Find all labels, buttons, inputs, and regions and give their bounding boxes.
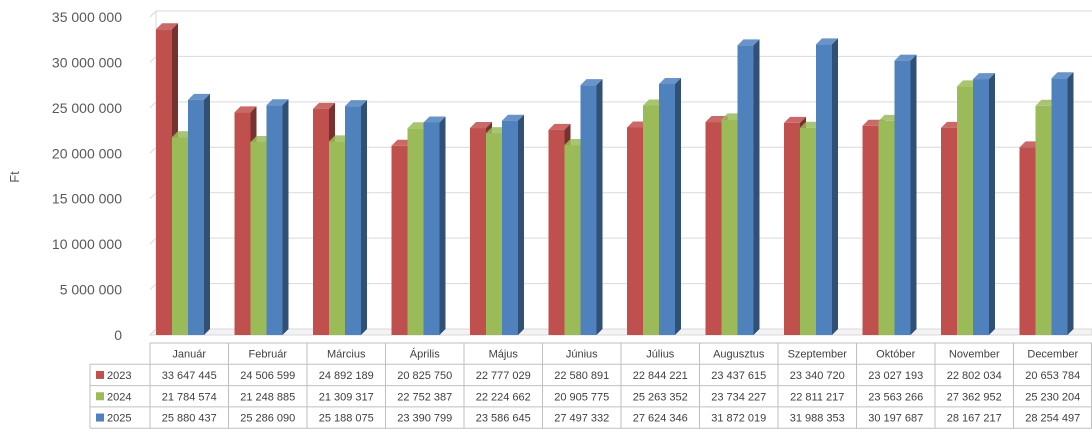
series-label: 2023 xyxy=(107,370,131,382)
data-label: 28 167 217 xyxy=(947,413,1002,425)
data-label: 22 802 034 xyxy=(947,370,1002,382)
data-label: 22 777 029 xyxy=(476,370,531,382)
data-label: 31 872 019 xyxy=(711,413,766,425)
bar-2025-November xyxy=(973,73,995,335)
bar-2025-Október xyxy=(894,54,917,335)
chart-floor xyxy=(148,328,1092,336)
category-label: Május xyxy=(489,349,519,361)
y-tick-label: 30 000 000 xyxy=(52,54,122,70)
y-axis-title: Ft xyxy=(7,171,22,183)
category-label: November xyxy=(949,349,1000,361)
y-tick-label: 10 000 000 xyxy=(52,236,122,252)
category-label: Szeptember xyxy=(788,349,848,361)
data-label: 25 263 352 xyxy=(633,391,688,403)
bar-2025-Július xyxy=(659,78,681,335)
category-label: Augusztus xyxy=(713,349,765,361)
data-label: 23 390 799 xyxy=(397,413,452,425)
category-label: Június xyxy=(566,349,598,361)
data-label: 23 734 227 xyxy=(711,391,766,403)
bar-2025-Február xyxy=(266,99,289,335)
data-label: 27 362 952 xyxy=(947,391,1002,403)
data-label: 33 647 445 xyxy=(162,370,217,382)
bars xyxy=(156,23,1074,336)
data-label: 21 309 317 xyxy=(319,391,374,403)
data-label: 24 892 189 xyxy=(319,370,374,382)
category-label: December xyxy=(1027,349,1078,361)
series-label: 2025 xyxy=(107,413,131,425)
data-label: 27 497 332 xyxy=(554,413,609,425)
data-table: Január Február Március Április Május Június Jú… xyxy=(89,342,1092,429)
data-label: 25 286 090 xyxy=(240,413,295,425)
data-label: 22 224 662 xyxy=(476,391,531,403)
category-label: Február xyxy=(248,349,287,361)
data-label: 23 340 720 xyxy=(790,370,845,382)
y-tick-label: 5 000 000 xyxy=(60,282,122,298)
y-tick-label: 15 000 000 xyxy=(52,191,122,207)
legend-swatch-2024 xyxy=(96,392,104,401)
data-label: 21 248 885 xyxy=(240,391,295,403)
data-label: 21 784 574 xyxy=(162,391,217,403)
data-label: 24 506 599 xyxy=(240,370,295,382)
y-tick-label: 35 000 000 xyxy=(52,9,122,25)
category-label: Március xyxy=(327,349,366,361)
bar-2025-Június xyxy=(580,79,603,335)
gridline xyxy=(149,10,1092,18)
bar-2025-Március xyxy=(345,100,367,335)
bar-2025-Augusztus xyxy=(737,39,760,335)
data-label: 25 188 075 xyxy=(319,413,374,425)
gridline xyxy=(149,101,1092,109)
data-label: 22 844 221 xyxy=(633,370,688,382)
data-label: 22 811 217 xyxy=(790,391,844,403)
data-label: 27 624 346 xyxy=(633,413,688,425)
data-label: 23 027 193 xyxy=(868,370,923,382)
y-axis-ticks: 35 000 000 30 000 000 25 000 000 20 000 000… xyxy=(52,9,122,343)
category-label: Április xyxy=(410,348,440,361)
data-label: 20 653 784 xyxy=(1025,370,1080,382)
data-label: 30 197 687 xyxy=(868,413,923,425)
data-label: 31 988 353 xyxy=(790,413,845,425)
bar-2025-Január xyxy=(188,93,210,335)
category-label: Július xyxy=(646,349,675,361)
data-label: 23 437 615 xyxy=(711,370,766,382)
bar-2025-Április xyxy=(423,116,446,336)
gridline xyxy=(149,55,1092,63)
y-tick-label: 20 000 000 xyxy=(52,145,122,161)
y-tick-label: 0 xyxy=(114,327,122,343)
data-label: 20 825 750 xyxy=(397,370,452,382)
data-label: 22 752 387 xyxy=(397,391,452,403)
bar-2025-December xyxy=(1051,72,1074,335)
series-label: 2024 xyxy=(107,391,131,403)
legend-swatch-2023 xyxy=(96,370,104,379)
data-label: 25 230 204 xyxy=(1025,391,1080,403)
data-label: 23 563 266 xyxy=(868,391,923,403)
data-label: 28 254 497 xyxy=(1025,413,1080,425)
data-label: 20 905 775 xyxy=(554,391,609,403)
data-label: 25 880 437 xyxy=(162,413,217,425)
bar-2025-Szeptember xyxy=(816,38,838,335)
data-label: 22 580 891 xyxy=(554,370,609,382)
legend-swatch-2025 xyxy=(96,413,104,422)
data-label: 23 586 645 xyxy=(476,413,531,425)
bar-2025-Május xyxy=(502,114,524,335)
category-label: Október xyxy=(876,349,915,361)
category-label: Január xyxy=(172,349,206,361)
y-tick-label: 25 000 000 xyxy=(52,100,122,116)
